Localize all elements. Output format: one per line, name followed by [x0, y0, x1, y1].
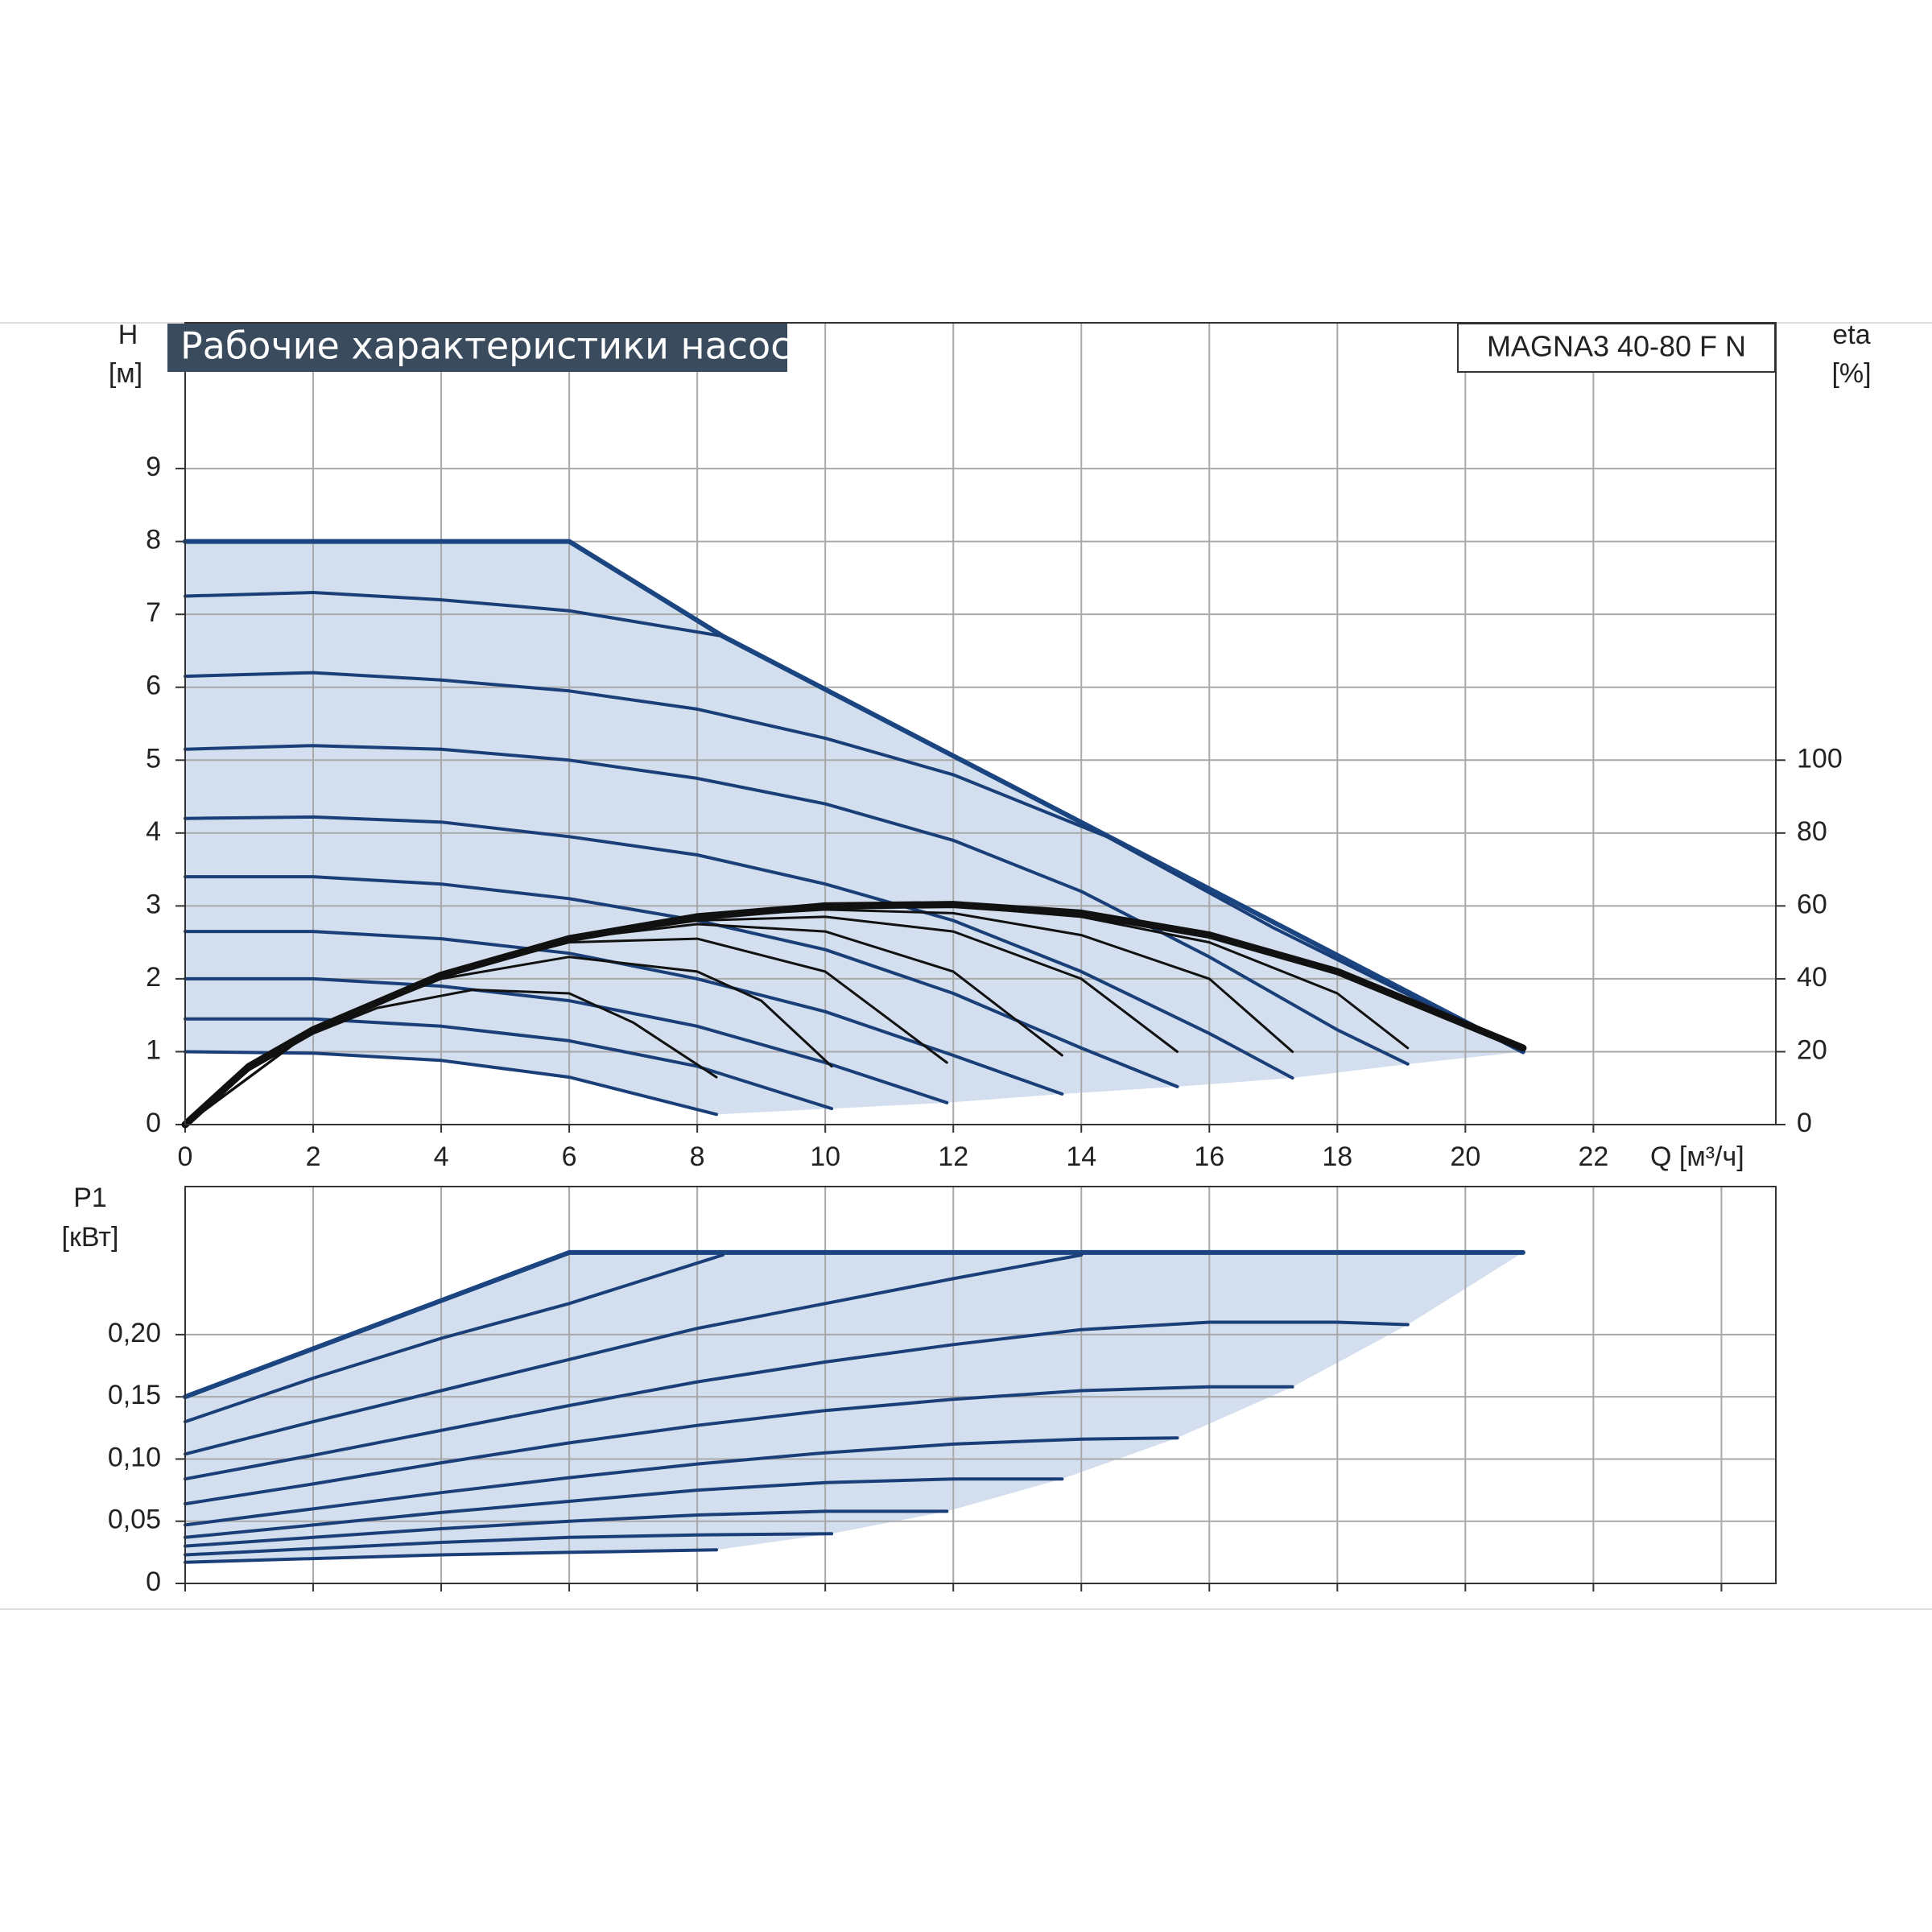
x-tick-label: 20: [1450, 1141, 1480, 1172]
y-tick-label: 0: [146, 1567, 161, 1597]
y-label: P1: [73, 1183, 107, 1213]
curve: [184, 1477, 1064, 1539]
y-tick-label: 7: [146, 597, 161, 628]
curve: [184, 1532, 834, 1557]
y-tick-label: 1: [146, 1034, 161, 1065]
curve: [184, 930, 1064, 1096]
y2-tick-label: 20: [1797, 1034, 1827, 1065]
efficiency-curve: [184, 904, 1410, 1126]
model-box: [1457, 323, 1776, 373]
curve: [184, 1385, 1294, 1506]
y-tick-label: 2: [146, 962, 161, 993]
curve: [184, 815, 1294, 1080]
y-tick-label: 8: [146, 525, 161, 555]
curve: [184, 976, 949, 1104]
y2-tick-label: 60: [1797, 889, 1827, 919]
curve: [184, 1436, 1179, 1527]
y-tick-label: 6: [146, 671, 161, 701]
curve: [184, 1509, 949, 1548]
model-name: MAGNA3 40-80 F N: [1487, 330, 1746, 363]
y-tick-label: 0,20: [108, 1318, 161, 1348]
x-tick-label: 10: [810, 1141, 840, 1172]
y-tick-label: 0,15: [108, 1380, 161, 1410]
y-label-unit: [кВт]: [62, 1222, 119, 1253]
y-tick-label: 9: [146, 452, 161, 482]
x-tick-label: 22: [1578, 1141, 1608, 1172]
y-tick-label: 4: [146, 816, 161, 847]
curve: [184, 671, 1525, 1054]
curve: [184, 1320, 1410, 1481]
y-tick-label: 5: [146, 743, 161, 774]
chart-title: Рабочие характеристики насоса: [180, 324, 814, 368]
title-box: [167, 324, 787, 372]
curve: [184, 744, 1410, 1066]
x-label: Q [м³/ч]: [1650, 1141, 1744, 1172]
y-tick-label: 0,10: [108, 1442, 161, 1472]
y-tick-label: 0,05: [108, 1505, 161, 1535]
curve: [184, 1017, 834, 1111]
curve: [184, 1253, 724, 1424]
y2-label: eta: [1832, 320, 1870, 350]
x-tick-label: 14: [1066, 1141, 1096, 1172]
curve: [184, 1253, 1084, 1456]
y2-tick-label: 40: [1797, 962, 1827, 993]
x-tick-label: 12: [938, 1141, 968, 1172]
curve: [183, 1249, 1525, 1400]
curve: [184, 591, 724, 638]
plot-frame: [184, 322, 1777, 1125]
x-tick-label: 0: [178, 1141, 193, 1172]
y-tick-label: 3: [146, 889, 161, 919]
y2-tick-label: 80: [1797, 816, 1827, 847]
x-tick-label: 18: [1322, 1141, 1352, 1172]
y-label-unit: [м]: [109, 358, 142, 389]
x-tick-label: 4: [434, 1141, 449, 1172]
x-tick-label: 16: [1194, 1141, 1224, 1172]
x-tick-label: 8: [690, 1141, 705, 1172]
y-label: H: [118, 320, 138, 350]
x-tick-label: 6: [562, 1141, 577, 1172]
y2-tick-label: 0: [1797, 1108, 1812, 1138]
x-tick-label: 2: [306, 1141, 321, 1172]
y2-label-unit: [%]: [1831, 358, 1871, 389]
curve: [184, 1548, 718, 1564]
plot-frame: [184, 1186, 1777, 1584]
efficiency-curve: [184, 989, 718, 1126]
y2-tick-label: 100: [1797, 743, 1843, 774]
y-tick-label: 0: [146, 1108, 161, 1138]
